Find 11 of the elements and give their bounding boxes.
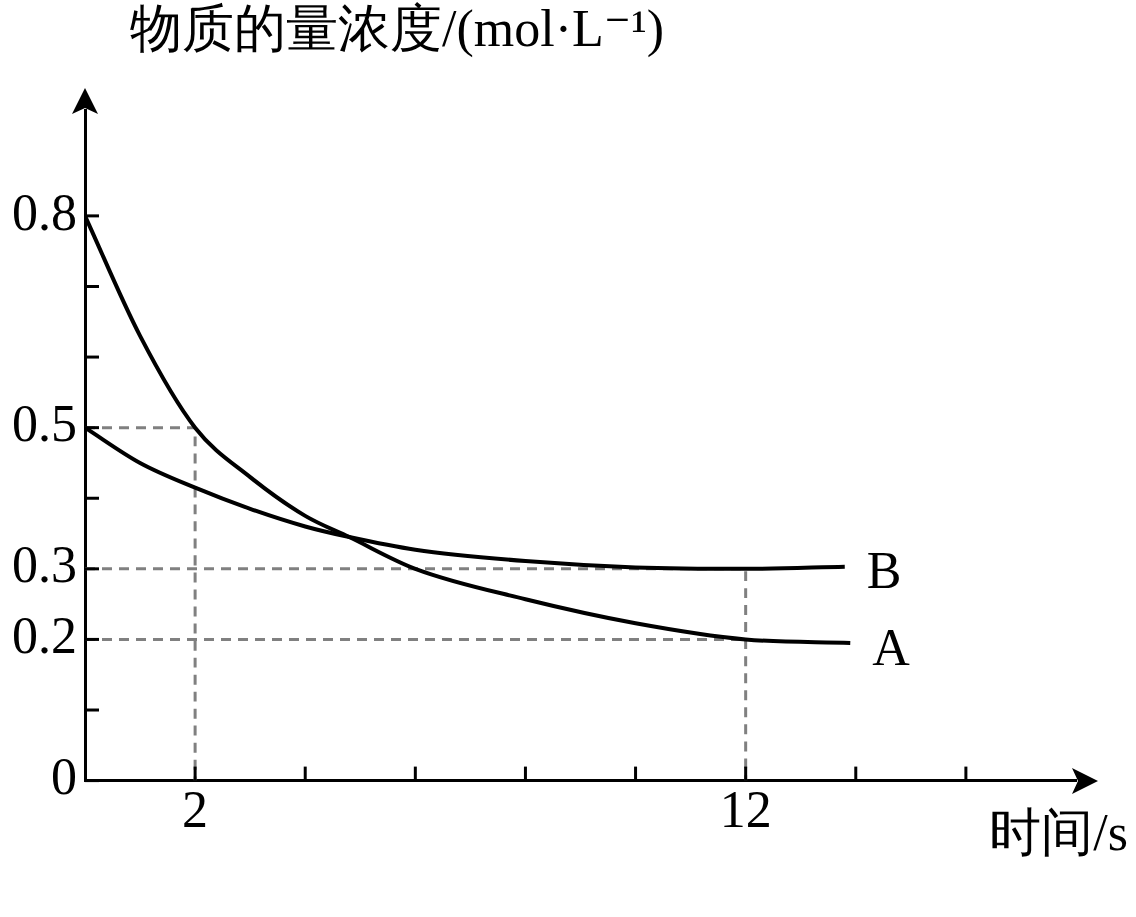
y-tick-label: 0.2	[12, 607, 77, 665]
y-axis-title: 物质的量浓度/(mol·L⁻¹)	[130, 0, 665, 58]
series-label: A	[872, 618, 911, 676]
y-tick-label: 0.3	[12, 536, 77, 594]
x-tick-label: 12	[719, 781, 772, 839]
y-tick-label: 0	[51, 748, 77, 806]
x-axis-title: 时间/s	[989, 804, 1128, 862]
y-tick-label: 0.5	[12, 395, 77, 453]
series-label: B	[866, 542, 902, 600]
x-tick-label: 2	[182, 781, 209, 839]
y-tick-label: 0.8	[12, 183, 77, 241]
